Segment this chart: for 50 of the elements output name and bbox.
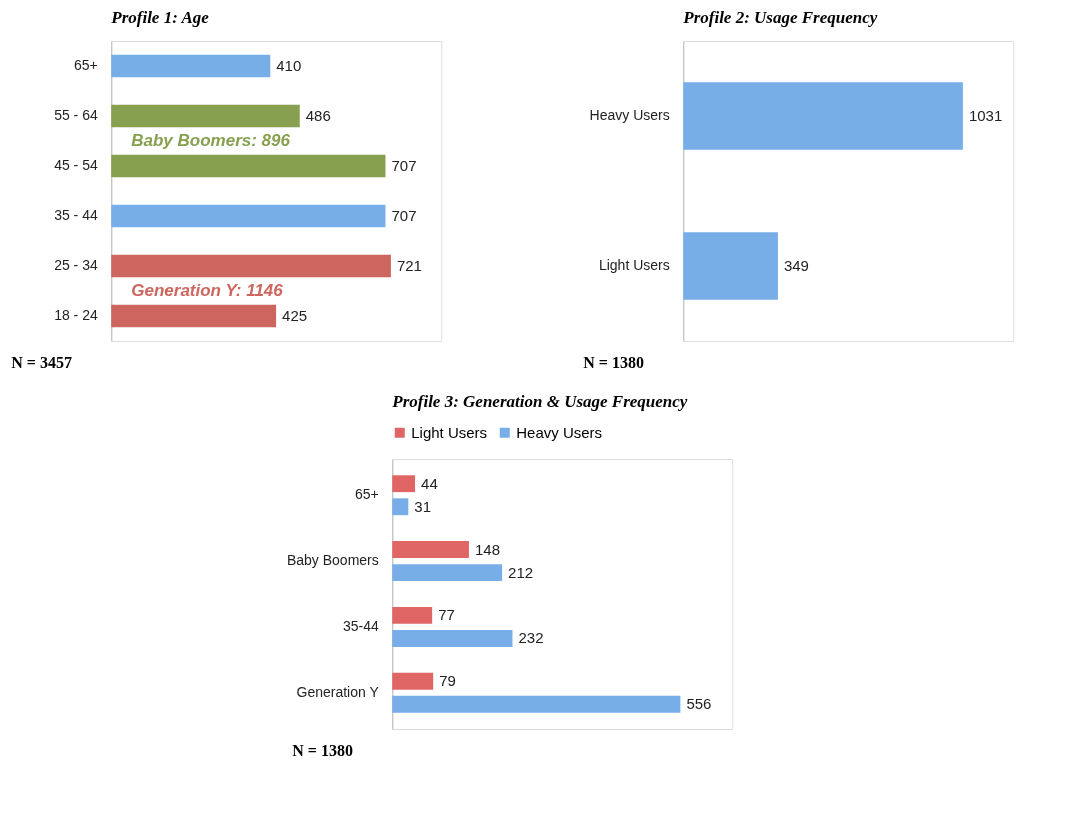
bar [392, 606, 433, 624]
data-label: 212 [508, 563, 534, 581]
y-tick-label: 55 - 64 [54, 107, 98, 123]
data-label: 556 [686, 695, 712, 713]
bar [392, 541, 469, 558]
bar [392, 475, 416, 493]
bar [392, 630, 513, 647]
data-label: 707 [391, 157, 417, 174]
chart-title: Profile 1: Age [110, 8, 210, 27]
data-label: 410 [276, 57, 302, 74]
data-label: 1031 [968, 107, 1003, 124]
bar [111, 104, 300, 128]
annotation: Baby Boomers: 896 [131, 131, 291, 150]
data-label: 79 [439, 672, 456, 690]
bar [111, 154, 386, 178]
bar [111, 204, 386, 228]
data-label: 232 [518, 629, 544, 647]
chart-title: Profile 2: Usage Frequency [682, 8, 878, 27]
y-tick-label: Baby Boomers [286, 552, 379, 569]
data-label: 31 [414, 497, 431, 515]
text: N = 1380 [292, 742, 353, 759]
bar [111, 54, 271, 78]
data-label: 486 [305, 107, 331, 124]
y-tick-label: 25 - 34 [54, 257, 98, 273]
bar [111, 254, 391, 278]
text: N = 1380 [583, 354, 644, 371]
bar [392, 695, 681, 713]
y-tick-label: 18 - 24 [54, 307, 98, 323]
y-tick-label: 65+ [74, 57, 98, 73]
y-tick-label: 35-44 [342, 617, 379, 634]
bar [392, 672, 434, 690]
y-tick-label: 45 - 54 [54, 157, 98, 173]
data-label: 148 [474, 540, 500, 558]
bar [111, 304, 277, 328]
data-label: 707 [391, 207, 417, 224]
y-tick-label: Generation Y [296, 683, 380, 700]
y-tick-label: 65+ [355, 486, 379, 503]
data-label: 77 [438, 606, 455, 624]
data-label: 44 [421, 474, 438, 492]
bar [392, 498, 409, 516]
bar [392, 564, 503, 582]
text: N = 3457 [11, 354, 72, 371]
data-label: 349 [783, 257, 809, 274]
legend-label: Light Users [411, 423, 488, 441]
data-label: 425 [282, 307, 308, 324]
legend-label: Heavy Users [516, 423, 603, 441]
y-tick-label: 35 - 44 [54, 207, 98, 223]
chart-title: Profile 3: Generation & Usage Frequency [391, 392, 688, 411]
annotation: Generation Y: 1146 [131, 281, 284, 300]
data-label: 721 [396, 257, 422, 274]
